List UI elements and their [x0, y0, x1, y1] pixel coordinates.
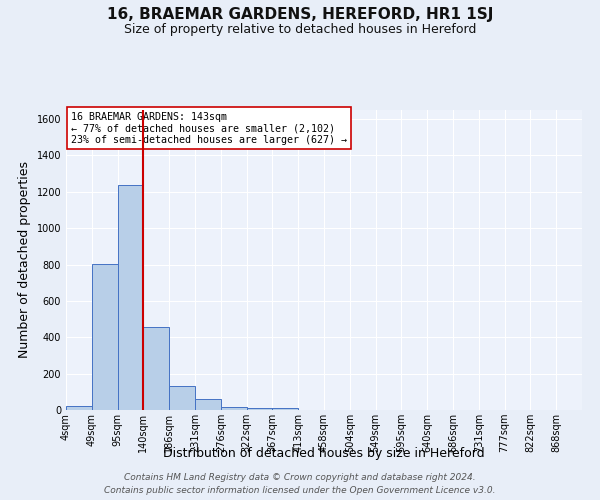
Bar: [92, 264, 118, 410]
Text: 16, BRAEMAR GARDENS, HEREFORD, HR1 1SJ: 16, BRAEMAR GARDENS, HEREFORD, HR1 1SJ: [107, 8, 493, 22]
Bar: [143, 328, 169, 410]
Bar: [247, 408, 272, 410]
Bar: [118, 185, 143, 410]
Bar: [66, 406, 92, 410]
Text: Contains HM Land Registry data © Crown copyright and database right 2024.
Contai: Contains HM Land Registry data © Crown c…: [104, 474, 496, 495]
Y-axis label: Number of detached properties: Number of detached properties: [18, 162, 31, 358]
Bar: [272, 408, 298, 410]
Text: 16 BRAEMAR GARDENS: 143sqm
← 77% of detached houses are smaller (2,102)
23% of s: 16 BRAEMAR GARDENS: 143sqm ← 77% of deta…: [71, 112, 347, 144]
Bar: [169, 386, 195, 410]
Bar: [195, 400, 221, 410]
Bar: [221, 406, 247, 410]
Text: Distribution of detached houses by size in Hereford: Distribution of detached houses by size …: [163, 448, 485, 460]
Text: Size of property relative to detached houses in Hereford: Size of property relative to detached ho…: [124, 22, 476, 36]
